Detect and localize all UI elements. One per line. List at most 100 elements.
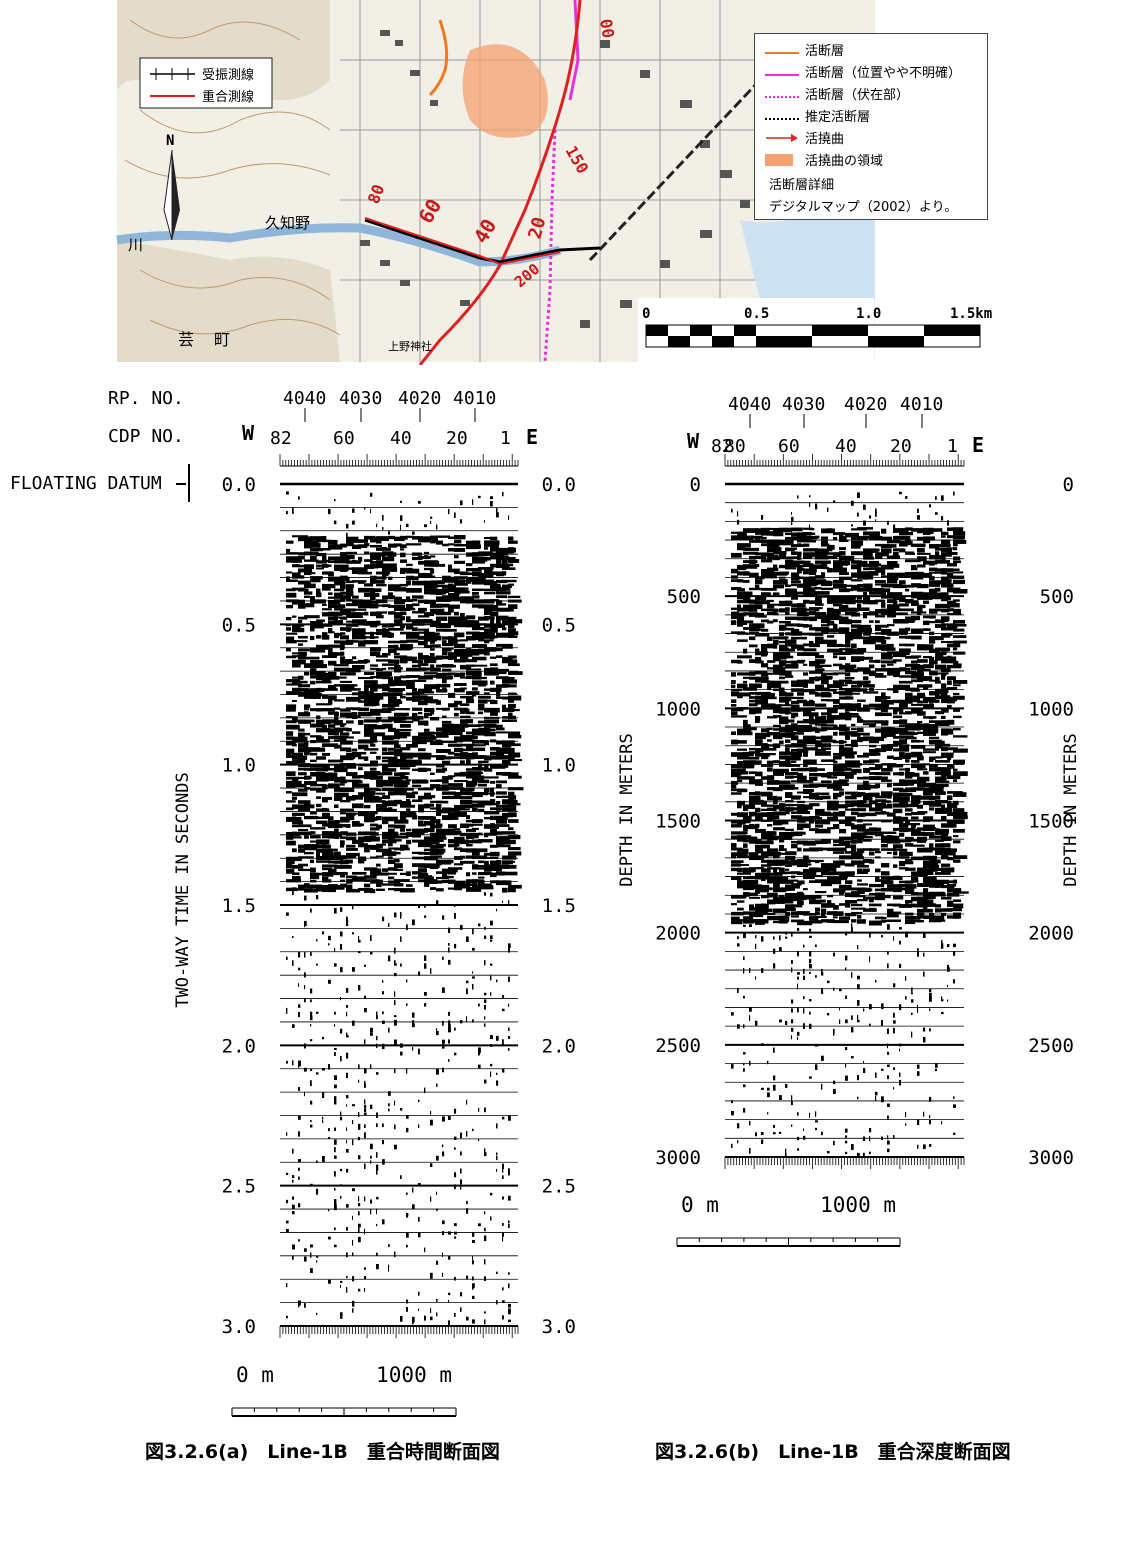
legend-item: 活断層（位置やや不明確） (765, 62, 961, 81)
floating-datum-label: FLOATING DATUM (10, 473, 162, 494)
scale-left-label: 0 m (236, 1363, 274, 1387)
cdp-tick-label: 1 (500, 428, 511, 449)
scale-right-label: 1000 m (820, 1193, 896, 1217)
legend-arrow-icon (765, 132, 799, 144)
rp-number-label: RP. NO. (108, 388, 184, 409)
y-tick-label-right: 1.5 (542, 895, 576, 917)
legend-dotted-icon (765, 95, 799, 98)
datum-bracket (188, 464, 190, 502)
y-tick-label-left: 3000 (655, 1147, 701, 1169)
y-tick-label-right: 0.5 (542, 614, 576, 636)
scale-left-label: 0 m (681, 1193, 719, 1217)
y-tick-label-right: 2.0 (542, 1035, 576, 1057)
bottom-ruler (724, 1156, 965, 1169)
scale-tick: 1.0 (856, 306, 881, 322)
y-tick-label-right: 500 (1040, 586, 1074, 608)
west-label: W (242, 421, 255, 445)
rp-tick-label: 4010 (453, 388, 496, 409)
legend-item: 推定活断層 (765, 106, 870, 125)
legend-item: 活断層（伏在部） (765, 84, 909, 103)
stack-line (364, 217, 561, 266)
legend-label: 活断層 (805, 44, 845, 59)
inset-legend-shot: 受振測線 (202, 67, 254, 83)
active-fault-concealed (543, 129, 557, 363)
cdp-tick-label: 40 (390, 428, 412, 449)
cdp-tick-label: 1 (947, 436, 958, 457)
legend-label: 活断層（位置やや不明確） (805, 66, 962, 81)
cdp-tick-label: 82 (270, 428, 292, 449)
active-fault-uncertain (568, 0, 580, 101)
map-place-label: 芸 (178, 330, 194, 349)
y-tick-label-left: 1.0 (222, 755, 256, 777)
legend-line-icon (765, 51, 799, 54)
cdp-tick-label: 60 (778, 436, 800, 457)
rp-tick-label: 4030 (782, 394, 825, 415)
inset-legend-stack: 重合測線 (202, 89, 254, 105)
y-tick-label-right: 2.5 (542, 1176, 576, 1198)
y-tick-label-right: 0.0 (542, 474, 576, 496)
y-tick-label-left: 2.0 (222, 1035, 256, 1057)
legend-item: 活撓曲 (765, 128, 844, 147)
legend-label: 活撓曲 (805, 132, 845, 147)
cdp-tick-label: 20 (446, 428, 468, 449)
y-axis-label: DEPTH IN METERS (1061, 733, 1081, 887)
y-tick-label-right: 1.0 (542, 755, 576, 777)
legend-line-icon (765, 73, 799, 76)
legend-fill-icon (765, 153, 793, 166)
y-axis-label: TWO-WAY TIME IN SECONDS (173, 772, 193, 1007)
legend-note: デジタルマップ（2002）より。 (769, 200, 958, 215)
active-fault (428, 19, 449, 97)
scale-tick: 0.5 (744, 306, 769, 322)
y-tick-label-right: 1000 (1028, 698, 1074, 720)
hill-area (117, 240, 340, 362)
map-place-label: 川 (128, 236, 143, 254)
rp-tick-label: 4020 (398, 388, 441, 409)
y-axis-label: DEPTH IN METERS (617, 733, 637, 887)
west-label: W (687, 429, 700, 453)
scale-tick: 0 (642, 306, 650, 322)
scale-tick: 1.5km (950, 306, 992, 322)
y-tick-label-left: 1.5 (222, 895, 256, 917)
inset-legend (139, 57, 273, 109)
legend-item: 活撓曲の領域 (765, 150, 883, 169)
cdp-tick-label: 82 (711, 436, 733, 457)
rp-tick-label: 4020 (844, 394, 887, 415)
map-place-label: 上野神社 (388, 339, 432, 353)
map-scale-bar: 0 0.5 1.0 1.5km (642, 306, 992, 348)
rp-tick-label: 4040 (728, 394, 771, 415)
east-label: E (526, 425, 538, 449)
y-tick-label-right: 2000 (1028, 923, 1074, 945)
legend-item: 活断層 (765, 40, 844, 59)
scale-right-label: 1000 m (376, 1363, 452, 1387)
y-tick-label-left: 0.5 (222, 614, 256, 636)
y-tick-label-left: 1000 (655, 698, 701, 720)
y-tick-label-left: 2000 (655, 923, 701, 945)
strike-label: 00 (596, 17, 618, 39)
rp-tick-label: 4040 (283, 388, 326, 409)
north-arrow-icon: N (163, 133, 180, 241)
cdp-tick-label: 80 (724, 436, 746, 457)
seismic-reflections (731, 491, 969, 1158)
legend-label: 推定活断層 (805, 110, 871, 125)
y-tick-label-left: 0 (690, 474, 701, 496)
rp-tick-label: 4010 (900, 394, 943, 415)
distance-scale-bar: 0 m 1000 m (676, 1193, 901, 1247)
y-tick-label-right: 2500 (1028, 1035, 1074, 1057)
active-flexure (418, 0, 582, 365)
cdp-number-label: CDP NO. (108, 426, 184, 447)
north-label: N (166, 133, 174, 149)
rp-tick-label: 4030 (339, 388, 382, 409)
bottom-ruler (279, 1325, 519, 1338)
receiver-line (364, 218, 601, 264)
caption-time-section: 図3.2.6(a) Line-1B 重合時間断面図 (145, 1441, 500, 1463)
cdp-ruler (279, 454, 519, 467)
caption-depth-section: 図3.2.6(b) Line-1B 重合深度断面図 (655, 1441, 1011, 1463)
y-tick-label-right: 3000 (1028, 1147, 1074, 1169)
cdp-tick-label: 60 (333, 428, 355, 449)
cdp-tick-label: 40 (835, 436, 857, 457)
flexure-area (462, 44, 548, 138)
y-tick-label-right: 3.0 (542, 1316, 576, 1338)
y-tick-label-right: 1500 (1028, 811, 1074, 833)
